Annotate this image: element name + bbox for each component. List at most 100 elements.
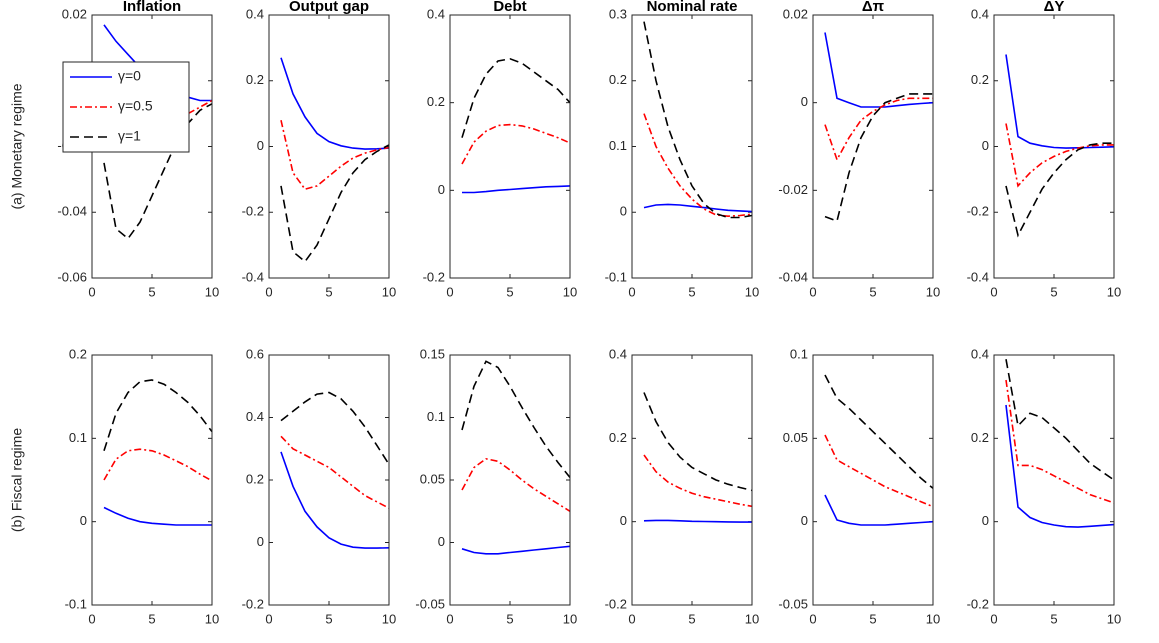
plot-area: [994, 355, 1114, 605]
legend-label: γ=0.5: [118, 98, 153, 114]
y-tick-label: 0.4: [246, 6, 264, 21]
line-series: [461, 457, 571, 512]
subplot: -0.200.20.40 5 10: [605, 346, 760, 626]
y-tick-label: 0.05: [420, 471, 445, 486]
y-tick-label: 0.15: [420, 346, 445, 361]
line-series: [643, 113, 753, 218]
x-tick-label: 0: [990, 284, 997, 299]
y-axis-label: (a) Monetary regime: [9, 83, 25, 209]
x-tick-label: 10: [745, 611, 759, 626]
x-tick-label: 10: [205, 284, 219, 299]
line-series: [103, 448, 213, 482]
x-tick-label: 0: [446, 284, 453, 299]
x-tick-label: 0: [446, 611, 453, 626]
plot-area: [813, 15, 933, 278]
y-tick-label: 0.4: [971, 6, 989, 21]
y-tick-label: -0.4: [242, 269, 264, 284]
line-series: [1005, 123, 1114, 188]
x-tick-label: 5: [1050, 611, 1057, 626]
axes-box: [631, 14, 753, 279]
line-series: [1005, 404, 1115, 528]
y-tick-label: 0: [257, 534, 264, 549]
y-tick-label: 0.02: [62, 6, 87, 21]
subplot-title: Nominal rate: [647, 0, 738, 15]
axes-box: [812, 354, 934, 606]
y-tick-label: -0.1: [605, 269, 627, 284]
line-series: [824, 494, 934, 526]
x-tick-label: 0: [809, 611, 816, 626]
x-tick-label: 5: [506, 611, 513, 626]
line-series: [824, 97, 933, 162]
x-tick-label: 0: [990, 611, 997, 626]
line-series: [461, 545, 571, 555]
plot-area: [269, 355, 389, 605]
legend-label: γ=0: [118, 68, 141, 84]
axes-box: [268, 14, 390, 279]
x-tick-label: 5: [325, 284, 332, 299]
line-series: [824, 93, 933, 223]
y-axis-label: (b) Fiscal regime: [9, 428, 25, 532]
x-tick-label: 0: [88, 284, 95, 299]
x-tick-label: 5: [688, 284, 695, 299]
x-tick-label: 0: [809, 284, 816, 299]
x-tick-label: 5: [148, 611, 155, 626]
line-series: [1005, 142, 1114, 238]
y-tick-label: -0.02: [778, 182, 808, 197]
y-tick-label: -0.05: [415, 596, 445, 611]
plot-area: [632, 355, 752, 605]
line-series: [103, 103, 213, 240]
line-series: [461, 123, 571, 165]
axes-box: [812, 14, 934, 279]
plot-area: [632, 15, 752, 278]
legend-label: γ=1: [118, 128, 141, 144]
y-tick-label: -0.2: [423, 269, 445, 284]
y-tick-label: 0.05: [783, 430, 808, 445]
y-tick-label: 0: [80, 513, 87, 528]
line-series: [1005, 359, 1115, 481]
y-tick-label: 0.2: [971, 430, 989, 445]
plot-area: [92, 355, 212, 605]
x-tick-label: 10: [1107, 611, 1121, 626]
subplot: -0.4 -0.2 0 0.2 0.4 0 5 10 ΔY: [967, 0, 1122, 299]
x-tick-label: 5: [148, 284, 155, 299]
line-series: [824, 32, 934, 108]
axes-box: [449, 14, 571, 279]
x-tick-label: 0: [88, 611, 95, 626]
y-tick-label: -0.2: [242, 596, 264, 611]
plot-area: [813, 355, 933, 605]
line-series: [643, 454, 753, 508]
x-tick-label: 5: [869, 611, 876, 626]
line-series: [824, 374, 934, 489]
x-tick-label: 0: [265, 284, 272, 299]
subplot-title: Output gap: [289, 0, 369, 15]
y-tick-label: 0.1: [790, 346, 808, 361]
x-tick-label: 0: [628, 284, 635, 299]
y-tick-label: 0.2: [246, 471, 264, 486]
subplot: -0.200.20.40.60 5 10: [242, 346, 397, 626]
line-series: [643, 203, 753, 213]
y-tick-label: 0.2: [971, 72, 989, 87]
line-series: [643, 21, 753, 219]
subplot-title: Δπ: [862, 0, 885, 15]
y-tick-label: 0.2: [609, 72, 627, 87]
axes-box: [91, 354, 213, 606]
y-tick-label: -0.2: [605, 596, 627, 611]
line-series: [643, 392, 753, 492]
y-tick-label: -0.2: [967, 596, 989, 611]
y-tick-label: 0.4: [971, 346, 989, 361]
y-tick-label: 0.2: [427, 94, 445, 109]
line-series: [1005, 379, 1115, 504]
axes-box: [268, 354, 390, 606]
line-series: [1005, 54, 1115, 149]
line-series: [461, 57, 571, 138]
y-tick-label: -0.06: [57, 269, 87, 284]
y-tick-label: 0: [620, 204, 627, 219]
x-tick-label: 0: [265, 611, 272, 626]
y-tick-label: 0.3: [609, 6, 627, 21]
plot-area: [450, 15, 570, 278]
line-series: [824, 434, 934, 508]
y-tick-label: 0.2: [246, 72, 264, 87]
